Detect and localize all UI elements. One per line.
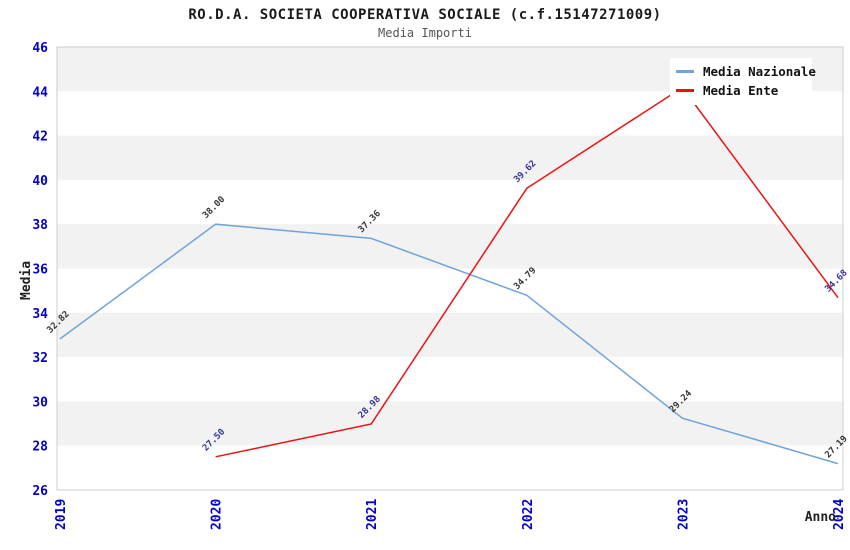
- y-tick-label: 36: [32, 263, 48, 278]
- y-tick-label: 44: [32, 85, 48, 100]
- legend-label: Media Nazionale: [703, 64, 816, 79]
- y-axis-title: Media: [19, 261, 34, 300]
- plot-band: [57, 357, 843, 402]
- series-line-media-ente: [215, 86, 839, 458]
- x-tick-label: 2020: [210, 499, 225, 530]
- y-tick-label: 40: [32, 174, 48, 189]
- plot-border: [56, 46, 844, 491]
- x-tick-label: 2023: [676, 499, 691, 530]
- legend-label: Media Ente: [703, 83, 779, 98]
- plot-band: [57, 179, 843, 225]
- y-tick-label: 42: [32, 130, 48, 145]
- plot-band: [57, 312, 843, 358]
- plot-band: [57, 268, 843, 313]
- legend-swatch-media-ente: [676, 89, 694, 92]
- chart-subtitle: Media Importi: [378, 26, 472, 40]
- y-tick-label: 26: [32, 484, 48, 499]
- series-line-media-nazionale: [59, 223, 839, 465]
- x-tick-label: 2022: [521, 499, 536, 530]
- plot-band: [57, 401, 843, 446]
- y-tick-label: 34: [32, 307, 48, 322]
- plot-band: [57, 135, 843, 180]
- x-axis-title: Anno: [805, 510, 836, 525]
- chart-title: RO.D.A. SOCIETA COOPERATIVA SOCIALE (c.f…: [188, 7, 662, 23]
- x-tick-label: 2019: [54, 499, 69, 530]
- y-tick-label: 46: [32, 41, 48, 56]
- plot-band: [57, 445, 843, 490]
- legend: Media Nazionale Media Ente: [670, 58, 816, 105]
- legend-item-media-nazionale: Media Nazionale: [676, 62, 816, 81]
- y-tick-label: 38: [32, 218, 48, 233]
- y-tick-label: 32: [32, 351, 48, 366]
- y-tick-label: 28: [32, 440, 48, 455]
- legend-item-media-ente: Media Ente: [676, 81, 806, 100]
- y-tick-label: 30: [32, 395, 48, 410]
- legend-swatch-media-nazionale: [676, 70, 694, 73]
- x-tick-label: 2024: [832, 499, 847, 530]
- x-tick-label: 2021: [365, 499, 380, 530]
- plot-band: [57, 224, 843, 269]
